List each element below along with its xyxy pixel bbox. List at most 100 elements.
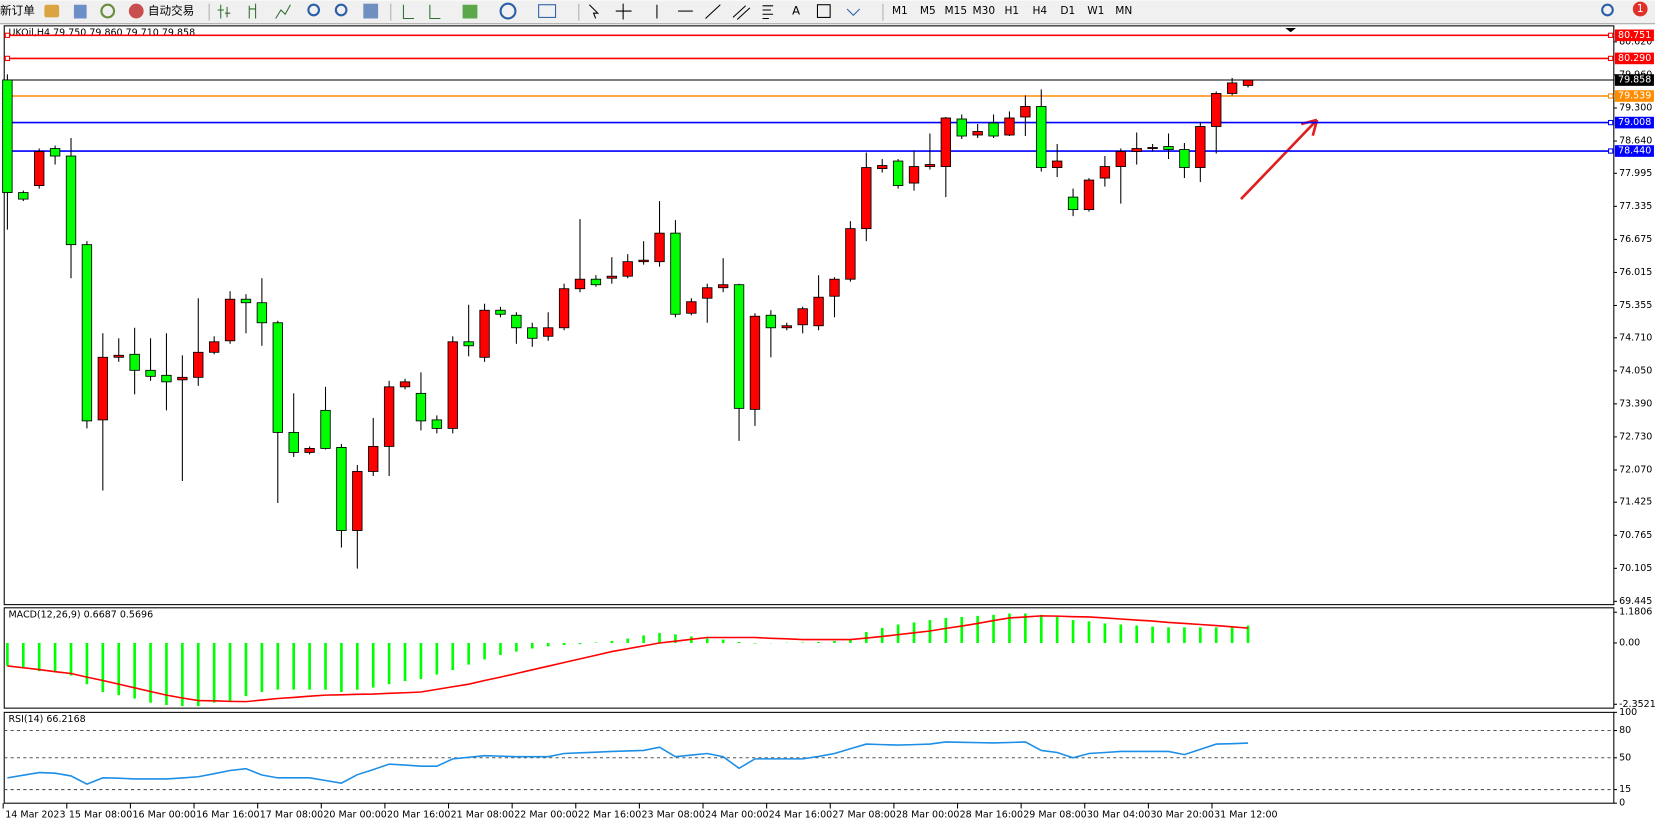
x-tick-label: 24 Mar 00:00 <box>705 809 768 820</box>
arrows-icon[interactable] <box>846 8 861 17</box>
candle-body <box>431 419 443 429</box>
line-icon[interactable] <box>275 4 291 19</box>
y-tick-label: 70.105 <box>1619 563 1652 574</box>
candle-body <box>1067 196 1079 211</box>
candle-body <box>495 309 506 315</box>
y-tick-label: 77.335 <box>1619 201 1652 212</box>
level-handle <box>1608 93 1614 99</box>
x-tick-label: 29 Mar 08:00 <box>1023 809 1086 820</box>
x-tick-label: 20 Mar 16:00 <box>387 809 450 820</box>
timeframe-button[interactable]: M15 <box>945 5 968 17</box>
x-tick-label: 15 Mar 08:00 <box>69 809 132 820</box>
timeframe-button[interactable]: MN <box>1115 5 1132 17</box>
candle-body <box>908 166 920 184</box>
timeframes: M1 M5 M15 M30 H1 H4 D1 W1 MN <box>892 5 1132 17</box>
label-icon[interactable] <box>816 4 831 18</box>
candle-body <box>574 278 586 290</box>
candle-body <box>368 446 379 472</box>
candle-body <box>1211 93 1222 127</box>
candle-body <box>288 431 299 453</box>
candle-body <box>1131 148 1142 152</box>
y-tick-label: 0 <box>1619 798 1625 809</box>
candle-body <box>1083 179 1095 211</box>
candle-body <box>797 308 808 326</box>
candle-body <box>686 301 697 314</box>
timeframe-button[interactable]: H1 <box>1004 5 1019 17</box>
shift-icon[interactable] <box>402 4 415 19</box>
crosshair-icon[interactable] <box>615 3 632 20</box>
candle-body <box>877 165 888 169</box>
bar-chart-icon[interactable] <box>217 4 231 19</box>
candle-body <box>845 228 856 280</box>
icon[interactable] <box>73 4 87 19</box>
zoom-in-icon[interactable] <box>307 3 321 17</box>
icon[interactable] <box>100 3 116 19</box>
candle-body <box>829 278 840 297</box>
toolbar-bg <box>0 0 1655 24</box>
y-tick-label: 15 <box>1619 784 1631 795</box>
y-tick-label: -2.3521 <box>1619 699 1655 710</box>
zoom-out-icon[interactable] <box>334 3 348 17</box>
indicator-title: MACD(12,26,9) 0.6687 0.5696 <box>8 610 153 621</box>
notification-badge[interactable] <box>1632 1 1648 17</box>
y-tick-label: 72.730 <box>1619 431 1652 442</box>
notification-count: 1 <box>1637 3 1644 15</box>
new-order-button[interactable]: 新订单 <box>0 4 35 18</box>
candle-body <box>654 232 665 263</box>
candle-body <box>1099 166 1111 179</box>
candle-body <box>447 341 458 429</box>
cursor-icon[interactable] <box>588 4 600 19</box>
candle-icon[interactable] <box>248 3 257 19</box>
y-tick-label: 76.015 <box>1619 267 1652 278</box>
x-tick-label: 30 Mar 04:00 <box>1087 809 1150 820</box>
candle-body <box>861 167 872 230</box>
y-tick-label: 71.425 <box>1619 497 1652 508</box>
trendline-icon[interactable] <box>705 4 721 19</box>
x-tick-label: 31 Mar 12:00 <box>1214 809 1277 820</box>
y-tick-label: 76.675 <box>1619 234 1652 245</box>
candle-body <box>733 284 745 409</box>
toolbar: 新订单 自动交易 A M1 M5 M15 M30 H1 H4 D1 W1 MN 1 <box>0 0 1655 25</box>
timeframe-button[interactable]: W1 <box>1087 5 1104 17</box>
x-tick-label: 28 Mar 16:00 <box>960 809 1023 820</box>
timeframe-button[interactable]: M1 <box>892 5 908 17</box>
candle-body <box>81 244 93 422</box>
candle-body <box>543 327 554 337</box>
timeframe-button[interactable]: D1 <box>1060 5 1075 17</box>
indicator-title: RSI(14) 66.2168 <box>8 714 85 725</box>
timeframe-button[interactable]: H4 <box>1032 5 1047 17</box>
price-label: 80.290 <box>1618 53 1651 64</box>
indicators-icon[interactable] <box>462 4 478 19</box>
y-tick-label: 50 <box>1619 752 1631 763</box>
templates-icon[interactable] <box>538 4 557 18</box>
y-tick-label: 77.995 <box>1619 168 1652 179</box>
timeframe-button[interactable]: M5 <box>920 5 936 17</box>
periods-icon[interactable] <box>499 2 517 20</box>
tile-icon[interactable] <box>363 3 379 19</box>
candle-body <box>1163 146 1174 150</box>
auto-trading-icon[interactable] <box>128 3 144 19</box>
candle-body <box>320 409 331 449</box>
candle-body <box>208 341 220 353</box>
y-tick-label: 70.765 <box>1619 530 1652 541</box>
y-tick-label: 74.050 <box>1619 365 1652 376</box>
timeframe-button[interactable]: M30 <box>973 5 996 17</box>
fibo-icon[interactable] <box>762 5 774 19</box>
x-tick-label: 21 Mar 08:00 <box>451 809 514 820</box>
candle-body <box>129 353 140 371</box>
candle-body <box>670 232 681 315</box>
search-icon[interactable] <box>1601 3 1614 17</box>
icon[interactable] <box>44 4 60 18</box>
price-label-box <box>1614 145 1654 157</box>
candle-body <box>399 381 411 388</box>
auto-trading-button[interactable]: 自动交易 <box>148 4 194 18</box>
price-label: 78.440 <box>1618 146 1651 157</box>
text-tool[interactable]: A <box>792 4 800 18</box>
channel-icon[interactable] <box>732 5 751 20</box>
autoscroll-icon[interactable] <box>429 4 441 19</box>
price-label-box <box>1614 29 1654 42</box>
x-tick-label: 17 Mar 08:00 <box>260 809 323 820</box>
price-label: 80.751 <box>1618 30 1651 41</box>
